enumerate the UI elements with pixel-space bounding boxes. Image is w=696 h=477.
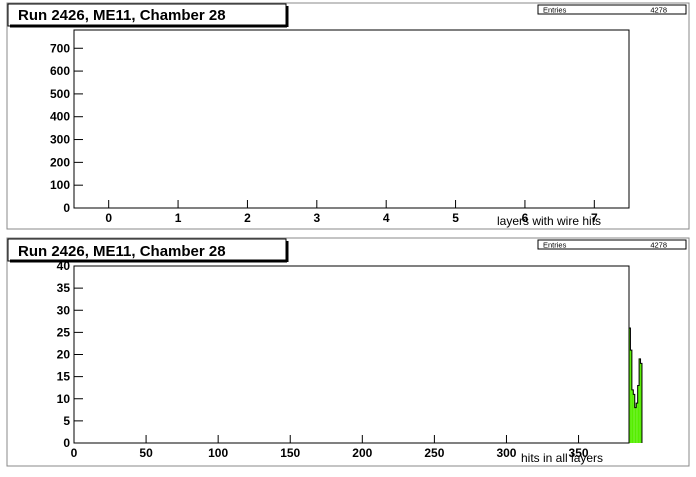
x-axis-label: hits in all layers [521,451,603,465]
x-tick-label: 0 [105,211,112,225]
x-tick-label: 100 [208,446,228,460]
title-box: Run 2426, ME11, Chamber 28 [7,238,289,263]
y-tick-label: 400 [50,110,70,124]
title-box: Run 2426, ME11, Chamber 28 [7,3,289,28]
x-tick-label: 150 [280,446,300,460]
y-tick-label: 15 [57,370,71,384]
y-tick-label: 35 [57,281,71,295]
histogram-bar [636,403,638,443]
x-axis-label: layers with wire hits [497,214,601,228]
y-tick-label: 200 [50,155,70,169]
histogram-bar [630,350,632,443]
histogram-bar [639,358,641,443]
plot-title: Run 2426, ME11, Chamber 28 [18,243,226,260]
y-tick-label: 5 [63,414,70,428]
plot-title: Run 2426, ME11, Chamber 28 [18,7,226,24]
panel-layers: Run 2426, ME11, Chamber 28 Entries 4278 … [6,2,690,230]
histogram-bar [633,394,635,443]
y-tick-label: 20 [57,348,71,362]
stats-entries-label: Entries [543,241,567,250]
y-tick-label: 500 [50,87,70,101]
stats-entries-value: 4278 [650,6,667,15]
x-tick-label: 0 [71,446,78,460]
panel-hits: Run 2426, ME11, Chamber 28 Entries 4278 … [6,237,690,467]
y-tick-label: 10 [57,392,71,406]
y-tick-label: 100 [50,178,70,192]
x-tick-label: 300 [496,446,516,460]
histogram-bar [640,363,642,443]
x-tick-label: 200 [352,446,372,460]
x-tick-label: 50 [139,446,153,460]
y-tick-label: 25 [57,325,71,339]
axes: 0 5 10 15 20 25 30 35 40 0 50 100 150 200 250 300 350 [57,259,630,460]
y-tick-label: 30 [57,303,71,317]
stats-box: Entries 4278 [537,4,687,15]
axes: 0 100 200 300 400 500 600 700 0 1 2 3 4 5 6 7 [50,29,630,225]
x-tick-label: 250 [424,446,444,460]
stats-box: Entries 4278 [537,239,687,250]
histogram-bar [634,407,637,443]
x-tick-label: 350 [569,446,589,460]
histogram-bar [631,389,634,443]
histogram-bar [629,327,631,443]
x-tick-label: 7 [591,211,598,225]
y-tick-label: 700 [50,41,70,55]
x-tick-label: 5 [452,211,459,225]
plot-area [73,265,630,444]
plot-area [73,29,630,209]
y-tick-label: 0 [63,436,70,450]
stats-entries-value: 4278 [650,241,667,250]
x-tick-label: 3 [313,211,320,225]
y-tick-label: 600 [50,64,70,78]
x-tick-label: 2 [244,211,251,225]
x-tick-label: 6 [522,211,529,225]
stats-entries-label: Entries [543,6,567,15]
y-tick-label: 40 [57,259,71,273]
y-tick-label: 0 [63,201,70,215]
x-tick-label: 4 [383,211,390,225]
histogram-bar [637,385,640,443]
x-tick-label: 1 [175,211,182,225]
y-tick-label: 300 [50,133,70,147]
